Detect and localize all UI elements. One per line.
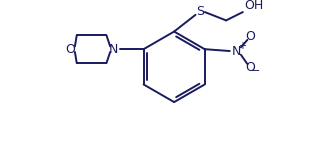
Text: +: +: [238, 41, 246, 51]
Text: OH: OH: [244, 0, 264, 12]
Text: O: O: [65, 43, 75, 56]
Text: −: −: [251, 66, 260, 76]
Text: S: S: [196, 5, 204, 18]
Text: O: O: [245, 30, 255, 43]
Text: N: N: [109, 43, 119, 56]
Text: N: N: [231, 44, 241, 58]
Text: O: O: [245, 61, 255, 74]
